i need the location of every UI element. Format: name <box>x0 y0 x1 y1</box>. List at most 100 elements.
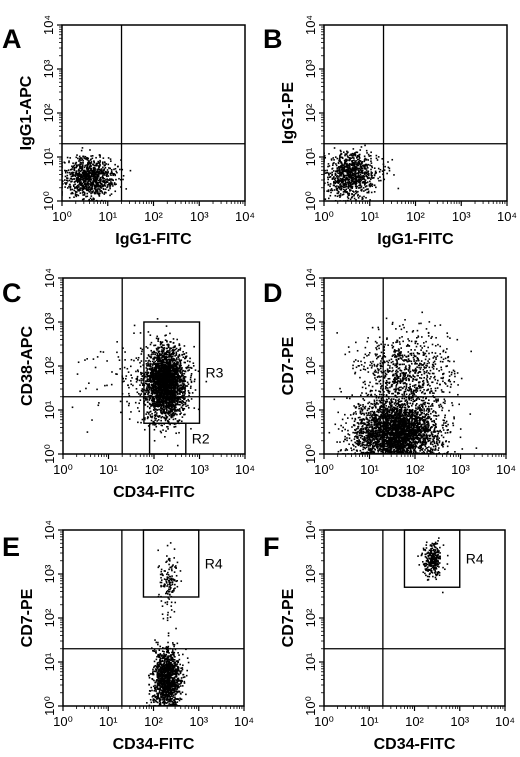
scatter-point <box>189 387 192 389</box>
scatter-point <box>164 414 167 416</box>
scatter-point <box>91 184 94 186</box>
scatter-point <box>151 415 154 418</box>
scatter-point <box>353 191 355 193</box>
x-tick-label: 10³ <box>190 209 209 224</box>
scatter-point <box>76 191 78 193</box>
scatter-point <box>144 382 147 385</box>
scatter-point <box>79 161 82 164</box>
scatter-point <box>175 403 177 406</box>
scatter-point <box>118 359 121 361</box>
scatter-point <box>166 378 169 381</box>
scatter-point <box>370 172 373 175</box>
scatter-point <box>150 389 153 392</box>
scatter-point <box>144 375 147 378</box>
scatter-point <box>341 156 344 159</box>
scatter-point <box>157 400 159 403</box>
scatter-point <box>93 161 96 164</box>
scatter-point <box>173 405 175 407</box>
scatter-point <box>388 169 391 172</box>
scatter-point <box>327 176 329 179</box>
scatter-point <box>169 367 172 369</box>
scatter-point <box>158 393 161 396</box>
scatter-point <box>160 391 163 394</box>
scatter-point <box>83 173 86 175</box>
scatter-point <box>369 154 372 157</box>
scatter-point <box>90 188 93 190</box>
scatter-point <box>160 424 163 427</box>
scatter-point <box>187 383 190 385</box>
scatter-point <box>146 347 149 349</box>
scatter-point <box>168 376 170 378</box>
scatter-point <box>94 185 96 187</box>
scatter-point <box>352 190 354 193</box>
scatter-point <box>148 407 151 410</box>
scatter-point <box>356 167 359 170</box>
scatter-point <box>74 175 77 178</box>
scatter-point <box>149 386 152 389</box>
scatter-point <box>363 167 366 169</box>
scatter-point <box>115 170 117 173</box>
scatter-point <box>85 188 88 191</box>
scatter-point <box>373 174 376 176</box>
scatter-point <box>76 181 79 184</box>
scatter-point <box>414 449 416 452</box>
scatter-point <box>357 164 359 167</box>
scatter-point <box>169 373 172 375</box>
scatter-point <box>166 416 169 418</box>
scatter-point <box>150 374 153 376</box>
scatter-point <box>156 363 159 366</box>
scatter-point <box>111 182 113 184</box>
scatter-point <box>184 387 187 389</box>
scatter-point <box>96 174 99 176</box>
scatter-point <box>152 387 155 389</box>
scatter-point <box>182 356 185 359</box>
scatter-point <box>342 191 345 193</box>
scatter-point <box>367 174 370 177</box>
scatter-point <box>176 387 178 390</box>
scatter-point <box>82 161 84 164</box>
scatter-point <box>182 369 185 372</box>
scatter-point <box>170 393 173 396</box>
scatter-point <box>157 403 160 405</box>
scatter-point <box>359 163 362 166</box>
scatter-point <box>104 384 106 387</box>
y-tick-label: 10¹ <box>303 147 318 166</box>
scatter-point <box>173 398 176 401</box>
scatter-point <box>162 375 164 378</box>
scatter-point <box>109 172 112 175</box>
scatter-point <box>73 168 75 171</box>
scatter-point <box>163 408 165 411</box>
scatter-point <box>194 378 196 381</box>
scatter-point <box>110 383 113 386</box>
scatter-point <box>79 170 82 173</box>
scatter-point <box>352 178 354 181</box>
scatter-point <box>166 343 168 346</box>
scatter-point <box>347 186 350 188</box>
scatter-point <box>161 341 163 344</box>
scatter-point <box>128 392 130 395</box>
scatter-point <box>353 152 356 155</box>
x-tick-label: 10⁴ <box>497 209 517 224</box>
scatter-point <box>126 400 128 403</box>
scatter-point <box>342 151 345 154</box>
scatter-point <box>89 188 91 191</box>
scatter-point <box>356 158 359 161</box>
scatter-point <box>364 171 366 173</box>
scatter-point <box>99 169 102 172</box>
scatter-point <box>171 386 174 389</box>
scatter-point <box>165 386 167 389</box>
scatter-point <box>83 169 86 172</box>
scatter-point <box>170 358 172 361</box>
scatter-point <box>161 380 163 383</box>
scatter-point <box>103 174 106 176</box>
scatter-point <box>161 362 163 364</box>
scatter-point <box>145 360 147 362</box>
scatter-point <box>81 158 84 161</box>
scatter-point <box>180 387 182 390</box>
scatter-point <box>365 175 368 177</box>
scatter-point <box>152 353 155 355</box>
scatter-point <box>152 371 154 374</box>
scatter-point <box>338 179 341 182</box>
scatter-point <box>162 411 165 414</box>
scatter-point <box>69 177 72 180</box>
